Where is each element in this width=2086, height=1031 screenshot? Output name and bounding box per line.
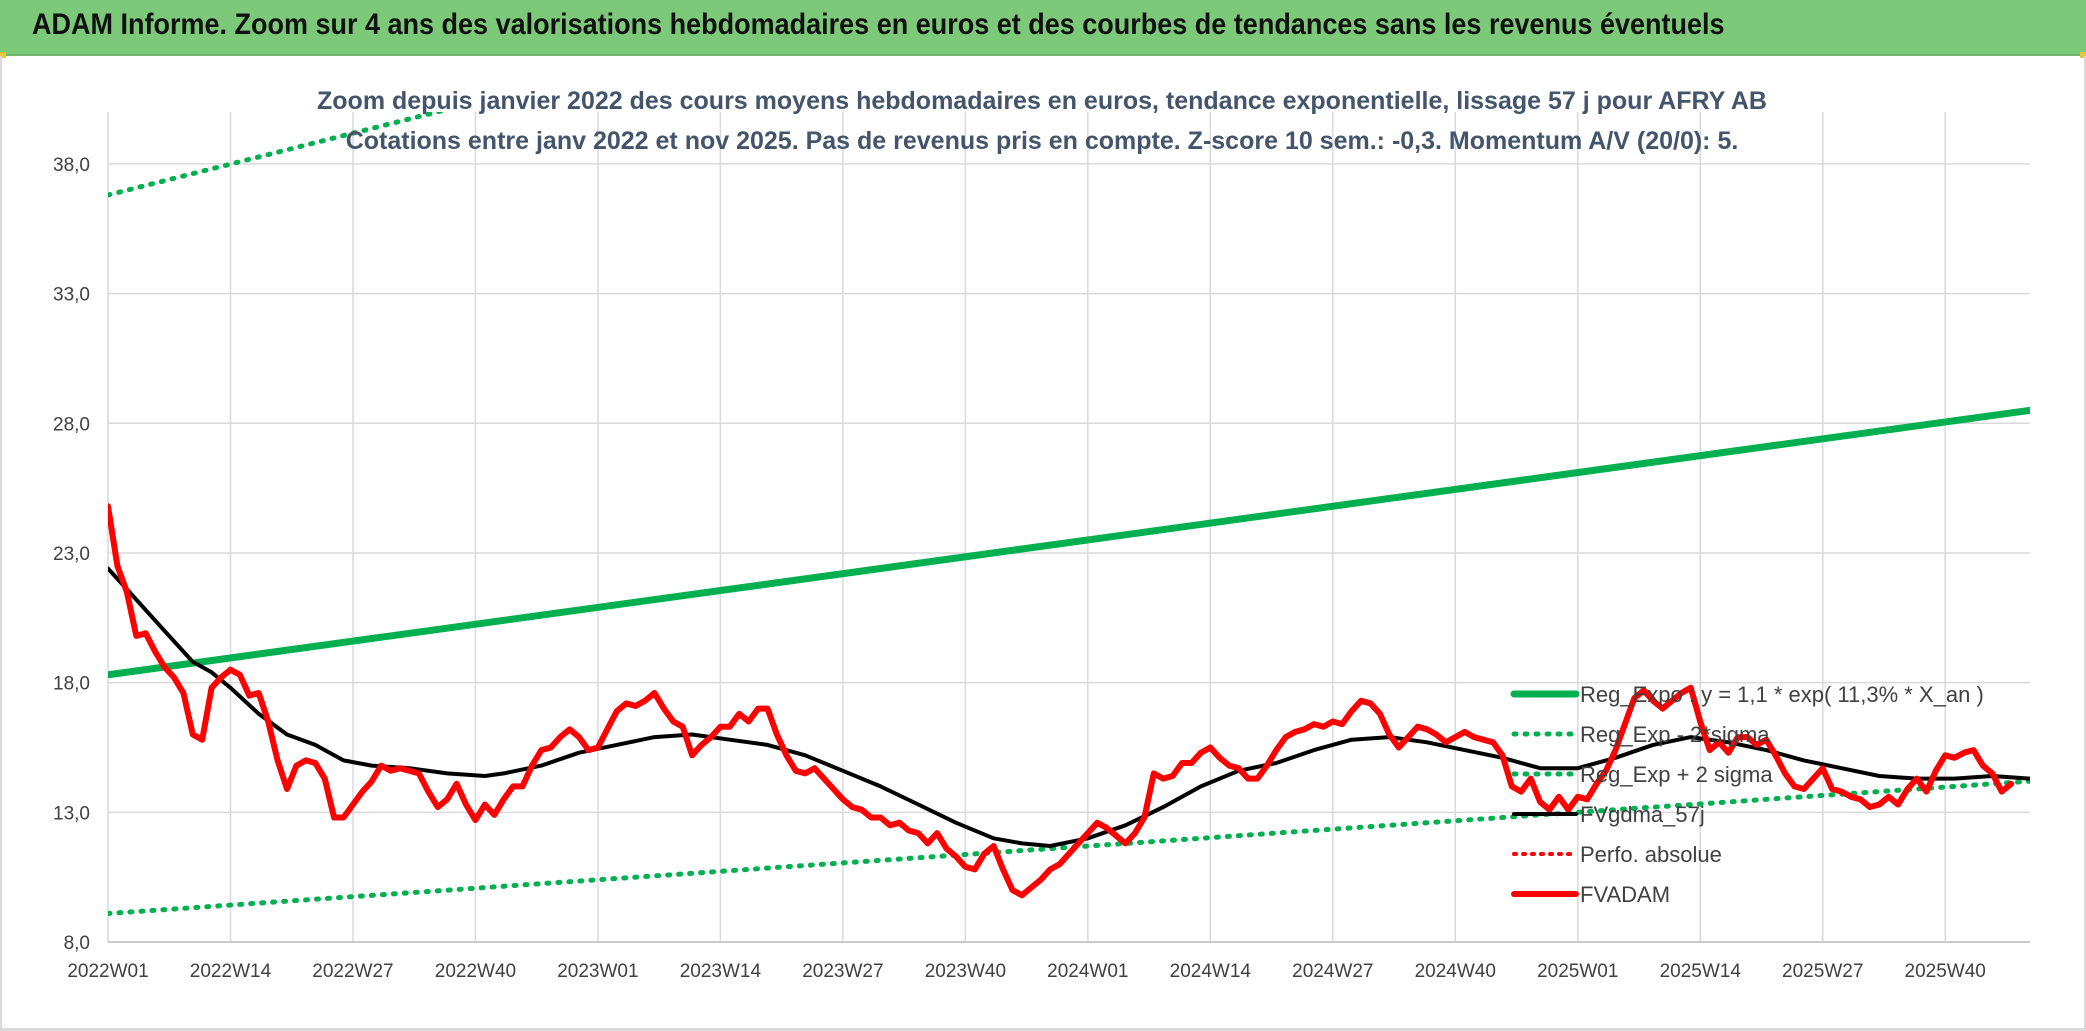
y-tick-label: 18,0 — [53, 674, 90, 695]
upper-sigma-line — [108, 112, 448, 198]
x-tick-label: 2025W01 — [1537, 961, 1618, 982]
fvadam-line — [108, 503, 2015, 899]
lower-sigma-line — [108, 778, 2030, 916]
x-tick-label: 2024W40 — [1415, 961, 1496, 982]
legend-label: FVgdma_57j — [1580, 802, 1705, 827]
x-tick-label: 2022W27 — [312, 961, 393, 982]
smoothed-line — [108, 566, 2030, 848]
corner-accent-left — [0, 52, 6, 58]
axis-layer: 8,0 13,0 18,0 23,0 28,0 33,0 38,0 2022W01 2022W1… — [53, 155, 2030, 982]
legend-label: Reg_Exp - 2*sigma — [1580, 722, 1770, 747]
legend: Reg_Expo : y = 1,1 * exp( 11,3% * X_an )… — [1510, 682, 1984, 907]
legend-label: Perfo. absolue — [1580, 842, 1722, 867]
legend-label: Reg_Exp + 2 sigma — [1580, 762, 1773, 787]
x-tick-label: 2023W14 — [680, 961, 762, 982]
trend-line — [108, 406, 2030, 679]
series-layer — [108, 112, 2030, 916]
subtitle: Zoom depuis janvier 2022 des cours moyen… — [317, 87, 1767, 155]
y-tick-label: 23,0 — [53, 544, 90, 565]
line-chart: 8,0 13,0 18,0 23,0 28,0 33,0 38,0 2022W01 2022W1… — [53, 87, 2030, 982]
grid — [107, 112, 2030, 943]
y-tick-label: 33,0 — [53, 285, 90, 306]
report-title: ADAM Informe. Zoom sur 4 ans des valoris… — [32, 8, 1725, 41]
corner-accent-right — [2080, 52, 2086, 58]
x-tick-label: 2023W27 — [802, 961, 883, 982]
subtitle-line-2: Cotations entre janv 2022 et nov 2025. P… — [346, 127, 1739, 155]
y-tick-label: 8,0 — [64, 933, 90, 954]
x-tick-label: 2022W14 — [190, 961, 272, 982]
x-tick-label: 2024W27 — [1292, 961, 1373, 982]
x-tick-label: 2025W27 — [1782, 961, 1863, 982]
x-tick-label: 2025W14 — [1660, 961, 1742, 982]
x-tick-label: 2023W01 — [557, 961, 638, 982]
report-header: ADAM Informe. Zoom sur 4 ans des valoris… — [0, 0, 2086, 56]
x-tick-label: 2025W40 — [1905, 961, 1986, 982]
x-tick-label: 2022W40 — [435, 961, 516, 982]
legend-label: FVADAM — [1580, 882, 1670, 907]
legend-label: Reg_Expo : y = 1,1 * exp( 11,3% * X_an ) — [1580, 682, 1984, 707]
x-tick-label: 2022W01 — [67, 961, 148, 982]
x-tick-label: 2024W14 — [1170, 961, 1252, 982]
chart-frame: 8,0 13,0 18,0 23,0 28,0 33,0 38,0 2022W01 2022W1… — [0, 56, 2086, 1031]
y-tick-label: 38,0 — [53, 155, 90, 176]
x-tick-label: 2023W40 — [925, 961, 1006, 982]
subtitle-line-1: Zoom depuis janvier 2022 des cours moyen… — [317, 87, 1767, 115]
y-tick-label: 13,0 — [53, 803, 90, 824]
y-tick-label: 28,0 — [53, 414, 90, 435]
x-tick-label: 2024W01 — [1047, 961, 1128, 982]
